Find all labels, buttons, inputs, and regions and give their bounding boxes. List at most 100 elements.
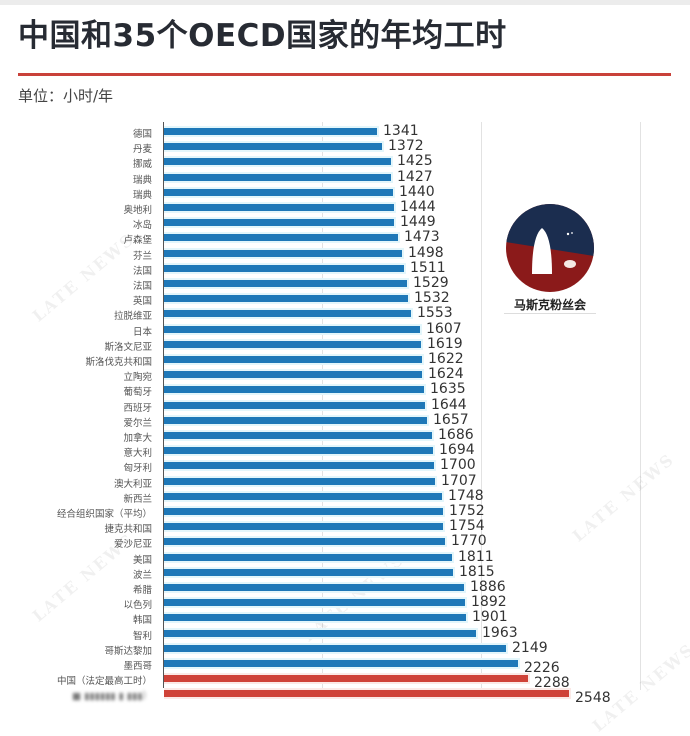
bar-row: 冰岛 1449 [0,214,690,232]
bar-value: 1754 [449,518,485,535]
bar-value: 1686 [438,427,474,443]
bar-value: 1473 [404,229,440,246]
bar-row: 爱沙尼亚 1770 [0,533,690,551]
bar-row: 德国 1341 [0,123,690,140]
bar-value: 1529 [413,275,449,291]
bar [164,690,569,698]
bar [164,219,394,227]
bar [164,280,407,287]
logo-caption: 马斯克粉丝会 [513,298,586,312]
bar-label: 冰岛 [132,220,152,232]
bar-label: 挪威 [132,159,152,171]
bar [164,538,445,546]
chart-title: 中国和35个OECD国家的年均工时 [18,18,507,54]
bar [164,599,465,607]
bar-row: ■ ▮▮▮▮▮▮ ▮ ▮▮▮） 2548 [0,686,690,706]
y-axis-line [163,122,164,688]
bar-value: 1811 [458,548,494,565]
bar-value: 1553 [417,305,453,322]
bar-label: 加拿大 [123,433,152,444]
bar-row: 卢森堡 1473 [0,229,690,246]
bar-value: 1635 [430,381,466,398]
bar [164,204,394,211]
bar-value: 1425 [397,153,433,170]
bar-row: 芬兰 1498 [0,244,690,262]
unit-label: 单位：小时/年 [18,87,114,105]
bar-label: 德国 [132,129,152,140]
bar-label: 澳大利亚 [113,478,152,490]
bar-value: 1770 [451,533,487,550]
bar-label: 美国 [132,554,152,566]
bar-row: 法国 1511 [0,259,690,277]
bar-value: 1886 [470,579,506,595]
bar [164,675,528,683]
bar [164,249,402,257]
bar [164,614,466,622]
bar-row: 智利 1963 [0,624,690,642]
bar-value: 1748 [448,487,484,504]
bar-row: 意大利 1694 [0,442,690,459]
bar-label: 拉脱维亚 [113,311,152,323]
bar [164,447,433,455]
bar [164,264,404,272]
bar-value: 1752 [449,503,485,519]
bar-row: 美国 1811 [0,548,690,566]
bar-label: 爱沙尼亚 [113,539,152,551]
bar-label: 捷克共和国 [104,524,152,536]
bar-label: 瑞典 [132,189,152,201]
bar-row: 葡萄牙 1635 [0,381,690,399]
bar [164,553,452,561]
bar-label: 奥地利 [123,205,152,216]
bar [164,295,408,303]
bar-label: 希腊 [132,585,152,596]
bar-row: 加拿大 1686 [0,427,690,444]
logo-underline [504,313,596,314]
bar-row: 新西兰 1748 [0,487,690,505]
bar-value: 1707 [441,472,477,489]
bar-value: 1624 [428,366,464,383]
bar-value: 1444 [400,199,436,215]
bar-row: 爱尔兰 1657 [0,412,690,429]
bar-row: 日本 1607 [0,320,690,338]
bar [164,234,398,242]
bar-label: 斯洛伐克共和国 [85,357,152,368]
bar-row: 韩国 1901 [0,609,690,626]
bar-row: 立陶宛 1624 [0,366,690,384]
bar-row: 英国 1532 [0,290,690,308]
bar-row: 澳大利亚 1707 [0,472,690,490]
bar-value: 1963 [482,624,518,641]
bar-value: 1498 [408,244,444,261]
bar-label: 匈牙利 [123,463,152,475]
bar-label: 经合组织国家（平均） [56,509,152,520]
bar-label: 波兰 [132,569,152,581]
bar-label: ■ ▮▮▮▮▮▮ ▮ ▮▮▮） [72,691,152,703]
bar-value: 1619 [427,335,463,352]
bar-label: 葡萄牙 [123,387,152,399]
title-rule [18,73,671,76]
bar-label: 芬兰 [132,250,152,262]
bar-value: 1449 [400,214,436,231]
bar-value: 1700 [440,457,476,474]
bar-label: 立陶宛 [123,372,152,384]
bar [164,477,435,485]
bar [164,432,432,439]
bar-row: 西班牙 1644 [0,397,690,414]
bar-value: 1511 [410,259,446,276]
gridline-3000 [640,122,641,690]
bar-row: 奥地利 1444 [0,199,690,216]
bar-row: 瑞典 1440 [0,184,690,201]
bar [164,128,377,135]
bar [164,158,391,166]
bar-value: 1607 [426,320,462,337]
bar-label: 爱尔兰 [123,417,152,429]
bar-label: 英国 [132,296,152,308]
bar [164,416,427,424]
bar [164,371,422,379]
top-edge [0,0,690,5]
bar-row: 丹麦 1372 [0,138,690,155]
bar-value: 1341 [383,123,419,139]
bar [164,386,424,394]
bar-row: 波兰 1815 [0,564,690,581]
bar-label: 墨西哥 [123,661,152,672]
bar-row: 哥斯达黎加 2149 [0,640,690,657]
